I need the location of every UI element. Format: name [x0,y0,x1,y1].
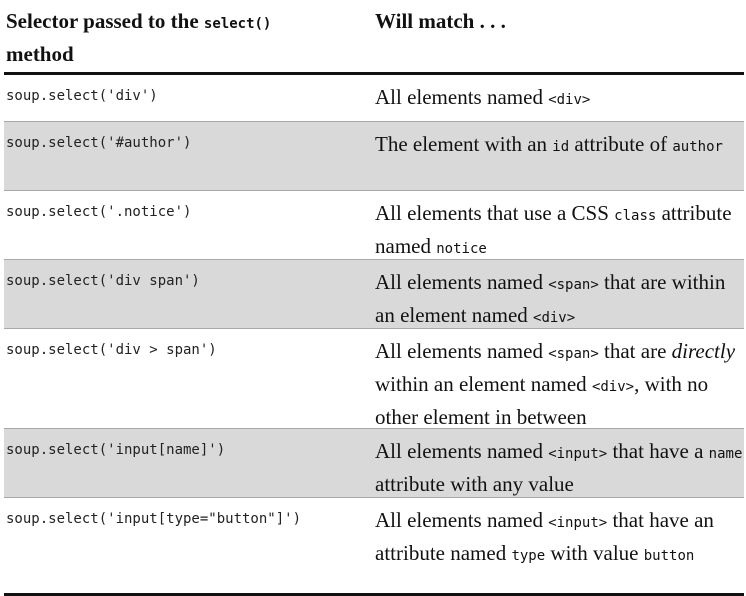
selector-cell: soup.select('div > span') [6,342,217,358]
selector-cell: soup.select('div') [6,88,158,104]
header-will-match: Will match . . . [375,9,506,33]
table-header: Selector passed to the select() method W… [4,0,744,75]
selector-cell: soup.select('#author') [6,135,192,151]
match-cell: All elements that use a CSS class attrib… [375,201,732,258]
selector-cell: soup.select('input[name]') [6,442,226,458]
header-select-code: select() [203,16,272,32]
selector-cell: soup.select('input[type="button"]') [6,511,302,527]
match-cell: The element with an id attribute of auth… [375,132,723,156]
match-cell: All elements named <input> that have a n… [375,439,743,496]
table-row: soup.select('#author') The element with … [4,122,744,191]
selector-cell: soup.select('div span') [6,273,200,289]
table-row: soup.select('div > span') All elements n… [4,329,744,429]
table-row: soup.select('input[name]') All elements … [4,429,744,498]
match-cell: All elements named <div> [375,85,591,109]
selector-table: Selector passed to the select() method W… [4,0,744,596]
table-row: soup.select('div') All elements named <d… [4,75,744,122]
match-cell: All elements named <span> that are direc… [375,339,736,429]
table-row: soup.select('div span') All elements nam… [4,260,744,329]
selector-cell: soup.select('.notice') [6,204,192,220]
table-row: soup.select('input[type="button"]') All … [4,498,744,596]
match-cell: All elements named <input> that have an … [375,508,714,565]
table-row: soup.select('.notice') All elements that… [4,191,744,260]
header-selector: Selector passed to the select() method [6,9,272,66]
match-cell: All elements named <span> that are withi… [375,270,726,327]
